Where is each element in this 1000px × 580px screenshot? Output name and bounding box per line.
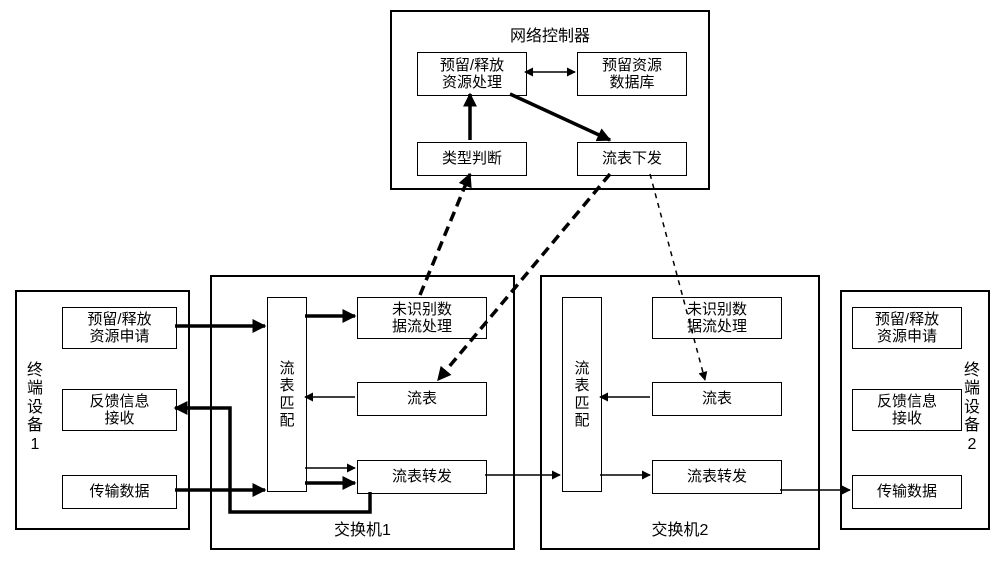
- controller-reserve-db-label: 预留资源 数据库: [602, 57, 662, 92]
- switch1-title: 交换机1: [334, 516, 391, 540]
- terminal1-transmit-data-label: 传输数据: [89, 483, 149, 500]
- switch2-flow-match-label: 流 表 匹 配: [574, 360, 589, 429]
- switch1-unrecognized-label: 未识别数 据流处理: [392, 301, 452, 336]
- switch1-flow-table: 流表: [357, 382, 487, 416]
- switch2-unrecognized-label: 未识别数 据流处理: [687, 301, 747, 336]
- terminal1-transmit-data: 传输数据: [62, 475, 177, 509]
- terminal2-feedback-recv: 反馈信息 接收: [852, 389, 962, 431]
- switch1-flow-match-label: 流 表 匹 配: [279, 360, 294, 429]
- terminal2-transmit-data: 传输数据: [852, 475, 962, 509]
- terminal2-title: 终 端 设 备 2: [964, 362, 980, 454]
- terminal2-feedback-recv-label: 反馈信息 接收: [877, 393, 937, 428]
- terminal1-feedback-recv-label: 反馈信息 接收: [89, 393, 149, 428]
- terminal2-reserve-release-req-label: 预留/释放 资源申请: [875, 311, 939, 346]
- switch2-unrecognized: 未识别数 据流处理: [652, 297, 782, 339]
- terminal1-reserve-release-req: 预留/释放 资源申请: [62, 307, 177, 349]
- controller-reserve-release-proc-label: 预留/释放 资源处理: [440, 57, 504, 92]
- switch2-flow-table: 流表: [652, 382, 782, 416]
- controller-reserve-db: 预留资源 数据库: [577, 52, 687, 96]
- switch2-box: 交换机2 流 表 匹 配 未识别数 据流处理 流表 流表转发: [540, 275, 820, 550]
- controller-type-check: 类型判断: [417, 142, 527, 176]
- terminal2-box: 终 端 设 备 2 预留/释放 资源申请 反馈信息 接收 传输数据: [840, 290, 990, 530]
- switch1-flow-forward-label: 流表转发: [392, 468, 452, 485]
- switch1-flow-forward: 流表转发: [357, 460, 487, 494]
- controller-title: 网络控制器: [510, 22, 590, 46]
- controller-box: 网络控制器 预留/释放 资源处理 预留资源 数据库 类型判断 流表下发: [390, 10, 710, 190]
- terminal1-reserve-release-req-label: 预留/释放 资源申请: [87, 311, 151, 346]
- controller-type-check-label: 类型判断: [442, 150, 502, 167]
- switch1-flow-match: 流 表 匹 配: [267, 297, 307, 492]
- controller-reserve-release-proc: 预留/释放 资源处理: [417, 52, 527, 96]
- switch2-flow-table-label: 流表: [702, 390, 732, 407]
- terminal2-transmit-data-label: 传输数据: [877, 483, 937, 500]
- controller-flow-dispatch: 流表下发: [577, 142, 687, 176]
- switch2-flow-forward-label: 流表转发: [687, 468, 747, 485]
- switch1-unrecognized: 未识别数 据流处理: [357, 297, 487, 339]
- terminal1-feedback-recv: 反馈信息 接收: [62, 389, 177, 431]
- terminal1-title: 终 端 设 备 1: [27, 362, 43, 454]
- controller-flow-dispatch-label: 流表下发: [602, 150, 662, 167]
- terminal1-box: 终 端 设 备 1 预留/释放 资源申请 反馈信息 接收 传输数据: [15, 290, 190, 530]
- switch2-flow-match: 流 表 匹 配: [562, 297, 602, 492]
- switch1-box: 交换机1 流 表 匹 配 未识别数 据流处理 流表 流表转发: [210, 275, 515, 550]
- switch2-flow-forward: 流表转发: [652, 460, 782, 494]
- switch1-flow-table-label: 流表: [407, 390, 437, 407]
- terminal2-reserve-release-req: 预留/释放 资源申请: [852, 307, 962, 349]
- switch2-title: 交换机2: [652, 516, 709, 540]
